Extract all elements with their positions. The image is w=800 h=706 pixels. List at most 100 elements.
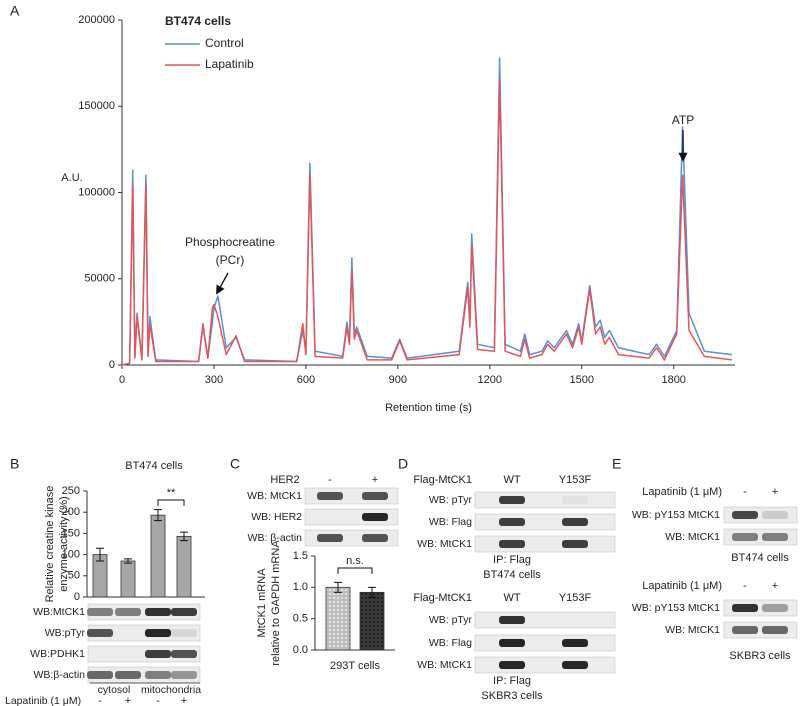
bar: [120, 560, 136, 598]
blot-label: WB:MtCK1: [33, 606, 85, 618]
blot-caption: IP: Flag: [493, 675, 531, 687]
legend-title: BT474 cells: [165, 14, 231, 28]
blot-band: [171, 608, 197, 616]
significance-bracket: [157, 499, 185, 506]
blot-header: Lapatinib (1 μM): [642, 486, 722, 498]
blot-band: [317, 492, 343, 500]
error-bar: [368, 586, 376, 598]
chart-title: BT474 cells: [125, 460, 183, 472]
blot-band: [732, 511, 758, 519]
y-tick-label: 0: [109, 359, 115, 371]
blot-band: [145, 608, 171, 616]
blot-header: Flag-MtCK1: [413, 474, 472, 486]
y-axis-label: MtCK1 mRNA: [256, 568, 268, 638]
blot-band: [562, 518, 588, 526]
blot-band: [732, 626, 758, 634]
error-bar: [154, 509, 162, 522]
annotation-arrow: [216, 272, 229, 295]
blot-band: [145, 671, 171, 679]
lane-label: Y153F: [559, 592, 592, 604]
blot-band: [499, 518, 525, 526]
blot-caption: BT474 cells: [483, 569, 541, 581]
blot-band: [562, 661, 588, 669]
sign: +: [772, 486, 778, 498]
y-tick-label: 100: [62, 549, 80, 561]
blot-label: WB: HER2: [251, 511, 302, 523]
y-tick-label: 100000: [78, 186, 115, 198]
blot-band: [499, 661, 525, 669]
blot-label: WB: MtCK1: [417, 538, 472, 550]
y-tick-label: 1.5: [293, 550, 308, 562]
blot-strip: [87, 645, 201, 663]
legend-label: Lapatinib: [205, 57, 254, 71]
significance-label: **: [167, 487, 176, 499]
blot-band: [145, 650, 171, 658]
blot-band: [87, 608, 113, 616]
x-tick-label: 600: [297, 374, 315, 386]
x-tick-label: 900: [389, 374, 407, 386]
blot-band: [562, 540, 588, 548]
group-label: mitochondria: [141, 684, 201, 696]
blot-band: [762, 511, 788, 519]
blot-band: [499, 639, 525, 647]
blot-label: WB:β-actin: [33, 669, 85, 681]
blot-band: [171, 650, 197, 658]
annotation: ATP: [672, 113, 694, 127]
x-axis-label: Retention time (s): [385, 402, 472, 414]
y-tick-label: 150: [62, 527, 80, 539]
panel-letter: E: [612, 456, 621, 472]
lane-label: Y153F: [559, 474, 592, 486]
blot-band: [562, 496, 588, 504]
blot-label: WB: pY153 MtCK1: [632, 509, 720, 521]
blot-band: [762, 626, 788, 634]
y-tick-label: 1.0: [293, 581, 308, 593]
blot-header: HER2: [270, 474, 299, 486]
y-axis-label: relative to GAPDH mRNA: [270, 540, 282, 666]
blot-band: [87, 671, 113, 679]
y-axis-label: A.U.: [61, 172, 82, 184]
sign: -: [156, 695, 160, 706]
blot-label: WB: MtCK1: [665, 531, 720, 543]
blot-label: WB: pTyr: [429, 494, 473, 506]
blot-band: [762, 533, 788, 541]
y-tick-label: 200000: [78, 14, 115, 26]
blot-header: Lapatinib (1 μM): [642, 580, 722, 592]
panel-letter: D: [398, 456, 408, 472]
series-line: [121, 79, 733, 366]
blot-caption: IP: Flag: [493, 554, 531, 566]
y-axis-label: Relative creatine kinase: [44, 486, 56, 603]
blot-band: [562, 639, 588, 647]
blot-label: WB: pY153 MtCK1: [632, 602, 720, 614]
blot-strip: [474, 513, 616, 531]
blot-header: Flag-MtCK1: [413, 592, 472, 604]
blot-label: WB: MtCK1: [247, 490, 302, 502]
y-tick-label: 50000: [84, 273, 115, 285]
significance-bracket: [337, 567, 373, 574]
annotation: (PCr): [216, 253, 245, 267]
blot-label: WB:PDHK1: [30, 648, 85, 660]
sign: -: [328, 474, 332, 486]
sign: +: [772, 580, 778, 592]
blot-band: [145, 629, 171, 637]
blot-band: [499, 540, 525, 548]
blot-strip: [474, 656, 616, 674]
panel-letter: C: [230, 456, 240, 472]
x-tick-label: 300: [205, 374, 223, 386]
blot-band: [171, 629, 197, 637]
lane-label: WT: [503, 474, 520, 486]
y-tick-label: 250: [62, 485, 80, 497]
blot-band: [362, 492, 388, 500]
blot-label: WB: MtCK1: [417, 659, 472, 671]
y-tick-label: 0.0: [293, 644, 308, 656]
blot-caption: SKBR3 cells: [481, 690, 543, 702]
blot-band: [115, 671, 141, 679]
blot-band: [499, 496, 525, 504]
blot-strip: [474, 535, 616, 553]
x-tick-label: 1800: [661, 374, 685, 386]
x-tick-label: 0: [119, 374, 125, 386]
treatment-label: Lapatinib (1 μM): [5, 695, 81, 706]
bar: [150, 514, 166, 598]
blot-label: WB:pTyr: [45, 627, 86, 639]
x-tick-label: 1500: [570, 374, 594, 386]
blot-label: WB: Flag: [429, 637, 472, 649]
